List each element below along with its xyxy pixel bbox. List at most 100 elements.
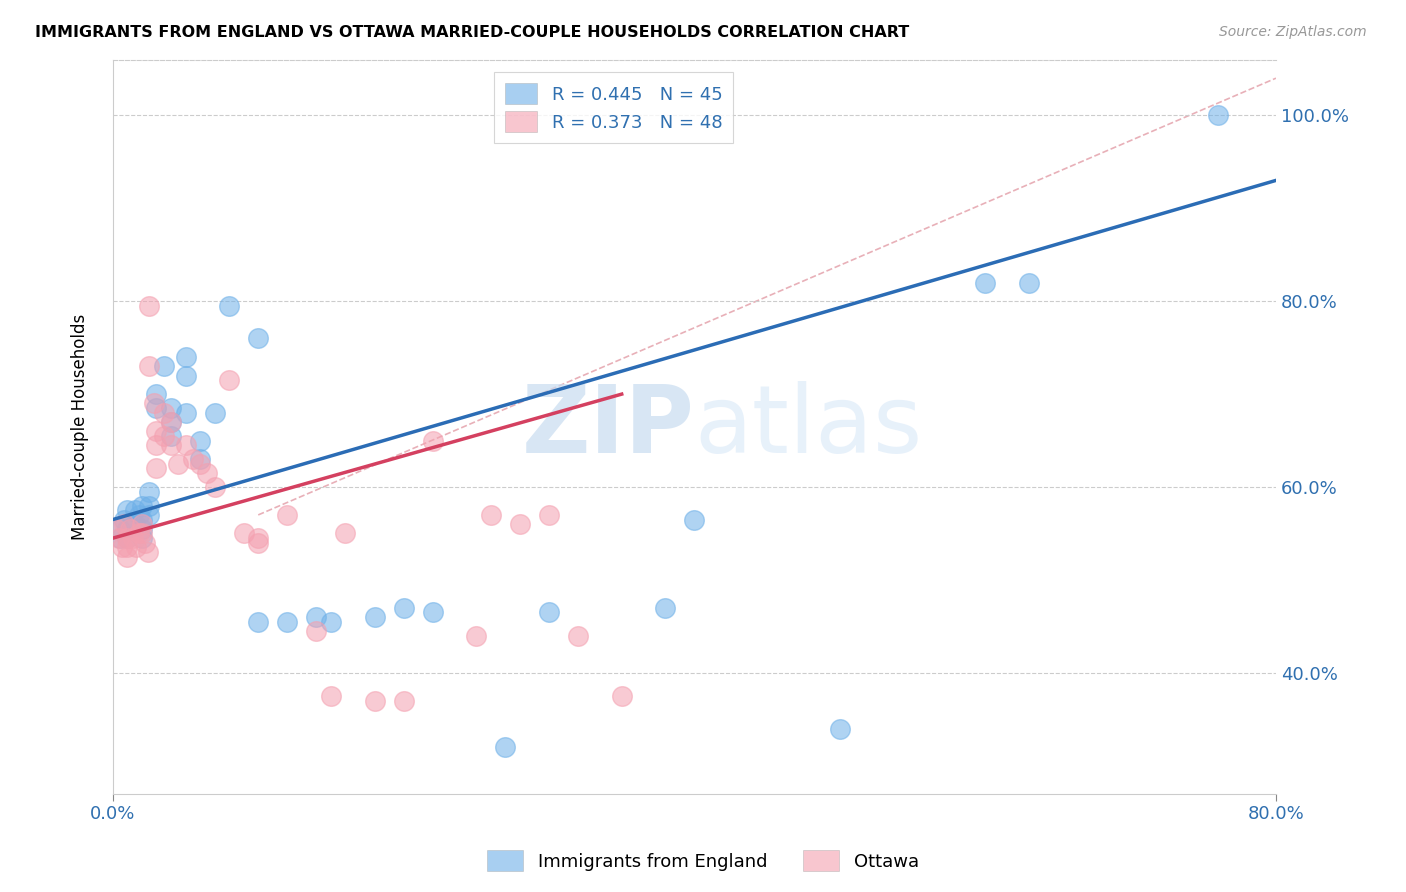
Point (117, 541, 139, 555)
Text: Source: ZipAtlas.com: Source: ZipAtlas.com (1219, 25, 1367, 39)
Point (117, 549, 139, 564)
Point (509, 517, 531, 532)
Point (974, 276, 997, 290)
Point (276, 615, 298, 629)
Point (125, 541, 148, 555)
Point (218, 299, 240, 313)
Point (152, 429, 174, 443)
Text: IMMIGRANTS FROM ENGLAND VS OTTAWA MARRIED-COUPLE HOUSEHOLDS CORRELATION CHART: IMMIGRANTS FROM ENGLAND VS OTTAWA MARRIE… (35, 25, 910, 40)
Point (422, 434, 444, 448)
Point (392, 694, 415, 708)
Point (152, 406, 174, 420)
Point (392, 600, 415, 615)
Point (145, 387, 167, 401)
Point (108, 531, 131, 545)
Point (683, 512, 706, 526)
Point (122, 531, 145, 545)
Point (108, 522, 131, 536)
Point (134, 536, 156, 550)
Point (160, 438, 183, 452)
Point (107, 531, 129, 545)
Point (131, 522, 153, 536)
Point (174, 368, 197, 383)
Point (218, 373, 240, 387)
Point (117, 503, 139, 517)
Point (124, 517, 146, 532)
Point (479, 508, 502, 522)
Point (174, 438, 197, 452)
Point (138, 359, 160, 374)
Point (117, 531, 139, 545)
Point (131, 526, 153, 541)
Point (145, 401, 167, 415)
Point (319, 689, 342, 703)
Point (537, 606, 560, 620)
Point (195, 466, 218, 480)
Point (1018, 276, 1040, 290)
Point (305, 610, 328, 624)
Point (335, 526, 357, 541)
Point (174, 406, 197, 420)
Point (276, 508, 298, 522)
Point (188, 452, 211, 467)
Point (363, 610, 385, 624)
Point (363, 694, 385, 708)
Point (117, 522, 139, 536)
Point (247, 536, 270, 550)
Point (120, 522, 142, 536)
Point (305, 624, 328, 638)
Point (136, 545, 159, 559)
Point (174, 350, 197, 364)
Point (319, 615, 342, 629)
Point (610, 689, 633, 703)
Point (104, 522, 127, 536)
Point (1206, 108, 1229, 122)
Point (110, 541, 132, 555)
Legend: Immigrants from England, Ottawa: Immigrants from England, Ottawa (479, 843, 927, 879)
Point (131, 499, 153, 513)
Point (537, 508, 560, 522)
Legend: R = 0.445   N = 45, R = 0.373   N = 48: R = 0.445 N = 45, R = 0.373 N = 48 (494, 72, 734, 143)
Text: atlas: atlas (695, 381, 922, 473)
Point (828, 722, 851, 736)
Point (188, 457, 211, 471)
Point (654, 600, 676, 615)
Point (117, 531, 139, 545)
Point (160, 429, 183, 443)
Point (247, 531, 270, 545)
Point (114, 517, 136, 532)
Point (131, 512, 153, 526)
Point (138, 299, 160, 313)
Text: ZIP: ZIP (522, 381, 695, 473)
Point (181, 452, 204, 467)
Point (128, 508, 150, 522)
Point (204, 406, 226, 420)
Point (128, 526, 150, 541)
Point (204, 480, 226, 494)
Point (567, 629, 589, 643)
Point (145, 461, 167, 475)
Point (131, 531, 153, 545)
Point (114, 512, 136, 526)
Point (188, 434, 211, 448)
Point (145, 438, 167, 452)
Point (247, 331, 270, 345)
Point (145, 425, 167, 439)
Point (160, 415, 183, 429)
Point (152, 359, 174, 374)
Y-axis label: Married-couple Households: Married-couple Households (72, 313, 89, 540)
Point (138, 484, 160, 499)
Point (138, 508, 160, 522)
Point (167, 457, 190, 471)
Point (232, 526, 254, 541)
Point (160, 415, 183, 429)
Point (422, 606, 444, 620)
Point (247, 615, 270, 629)
Point (131, 517, 153, 532)
Point (494, 740, 516, 755)
Point (465, 629, 488, 643)
Point (142, 396, 165, 410)
Point (124, 503, 146, 517)
Point (138, 499, 160, 513)
Point (160, 401, 183, 415)
